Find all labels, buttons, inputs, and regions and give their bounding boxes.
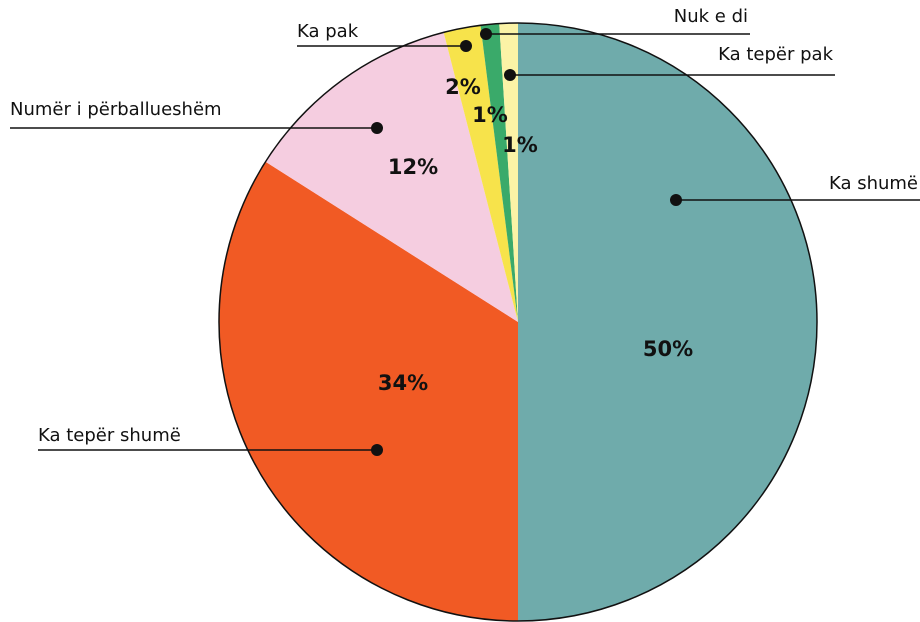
value-label: 1% xyxy=(472,103,508,127)
category-label: Nuk e di xyxy=(674,6,748,27)
pie-slice xyxy=(265,32,518,322)
value-label: 50% xyxy=(643,337,693,361)
value-label: 34% xyxy=(378,371,428,395)
leader-dot xyxy=(371,444,383,456)
category-label: Ka shumë xyxy=(829,173,918,194)
category-label: Ka tepër pak xyxy=(718,44,833,65)
pie-slice xyxy=(480,23,518,323)
pie-slice xyxy=(518,23,817,621)
leader-dot xyxy=(670,194,682,206)
pie-slice xyxy=(218,161,518,621)
pie-slice xyxy=(499,23,518,322)
category-label: Numër i përballueshëm xyxy=(10,99,222,120)
leader-dot xyxy=(480,28,492,40)
value-label: 1% xyxy=(502,133,538,157)
category-label: Ka tepër shumë xyxy=(38,425,181,446)
leader-dot xyxy=(460,40,472,52)
value-label: 2% xyxy=(445,75,481,99)
leader-dot xyxy=(504,69,516,81)
pie-outline xyxy=(218,22,818,622)
leader-dot xyxy=(371,122,383,134)
value-label: 12% xyxy=(388,155,438,179)
pie-slice xyxy=(443,25,518,323)
category-label: Ka pak xyxy=(297,21,359,42)
